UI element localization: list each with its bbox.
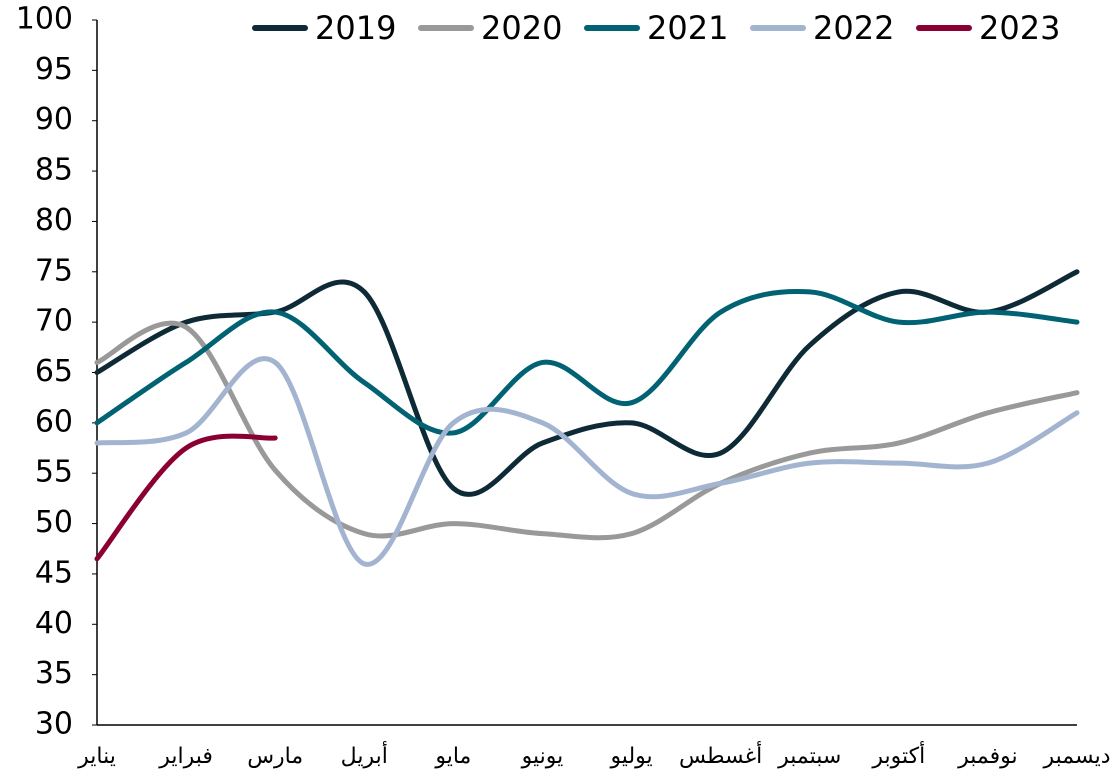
y-tick-label: 95 [35,52,73,87]
x-tick-label: نوفمبر [957,744,1018,769]
x-tick-label: فبراير [158,744,213,769]
y-tick-label: 60 [35,404,73,439]
y-tick-label: 70 [35,304,73,339]
series-line [94,320,1080,541]
y-tick-label: 50 [35,505,73,540]
y-tick-label: 65 [35,354,73,389]
x-tick-label: مايو [434,744,471,769]
y-tick-label: 80 [35,203,73,238]
legend-label: 2021 [647,9,728,47]
y-tick-label: 45 [35,555,73,590]
x-tick-label: أكتوبر [871,741,925,769]
legend-label: 2022 [813,9,894,47]
x-tick-label: سبتمبر [777,744,841,769]
series-line [94,289,1080,436]
x-tick-label: أغسطس [679,741,762,769]
legend-label: 2020 [481,9,562,47]
y-tick-label: 90 [35,102,73,137]
legend-label: 2023 [979,9,1060,47]
y-tick-label: 85 [35,153,73,188]
y-tick-label: 55 [35,455,73,490]
x-tick-label: يوليو [609,744,652,769]
x-tick-label: ديسمبر [1042,744,1110,769]
y-tick-label: 30 [35,707,73,742]
y-tick-label: 100 [16,2,73,37]
x-tick-label: يونيو [521,744,564,769]
y-tick-label: 40 [35,606,73,641]
series-line [94,356,1080,567]
x-tick-label: يناير [77,744,116,769]
x-tick-label: أبريل [341,741,388,769]
y-tick-label: 75 [35,253,73,288]
x-tick-label: مارس [247,744,303,769]
series-line [94,433,278,562]
y-tick-label: 35 [35,656,73,691]
legend-label: 2019 [315,9,396,47]
